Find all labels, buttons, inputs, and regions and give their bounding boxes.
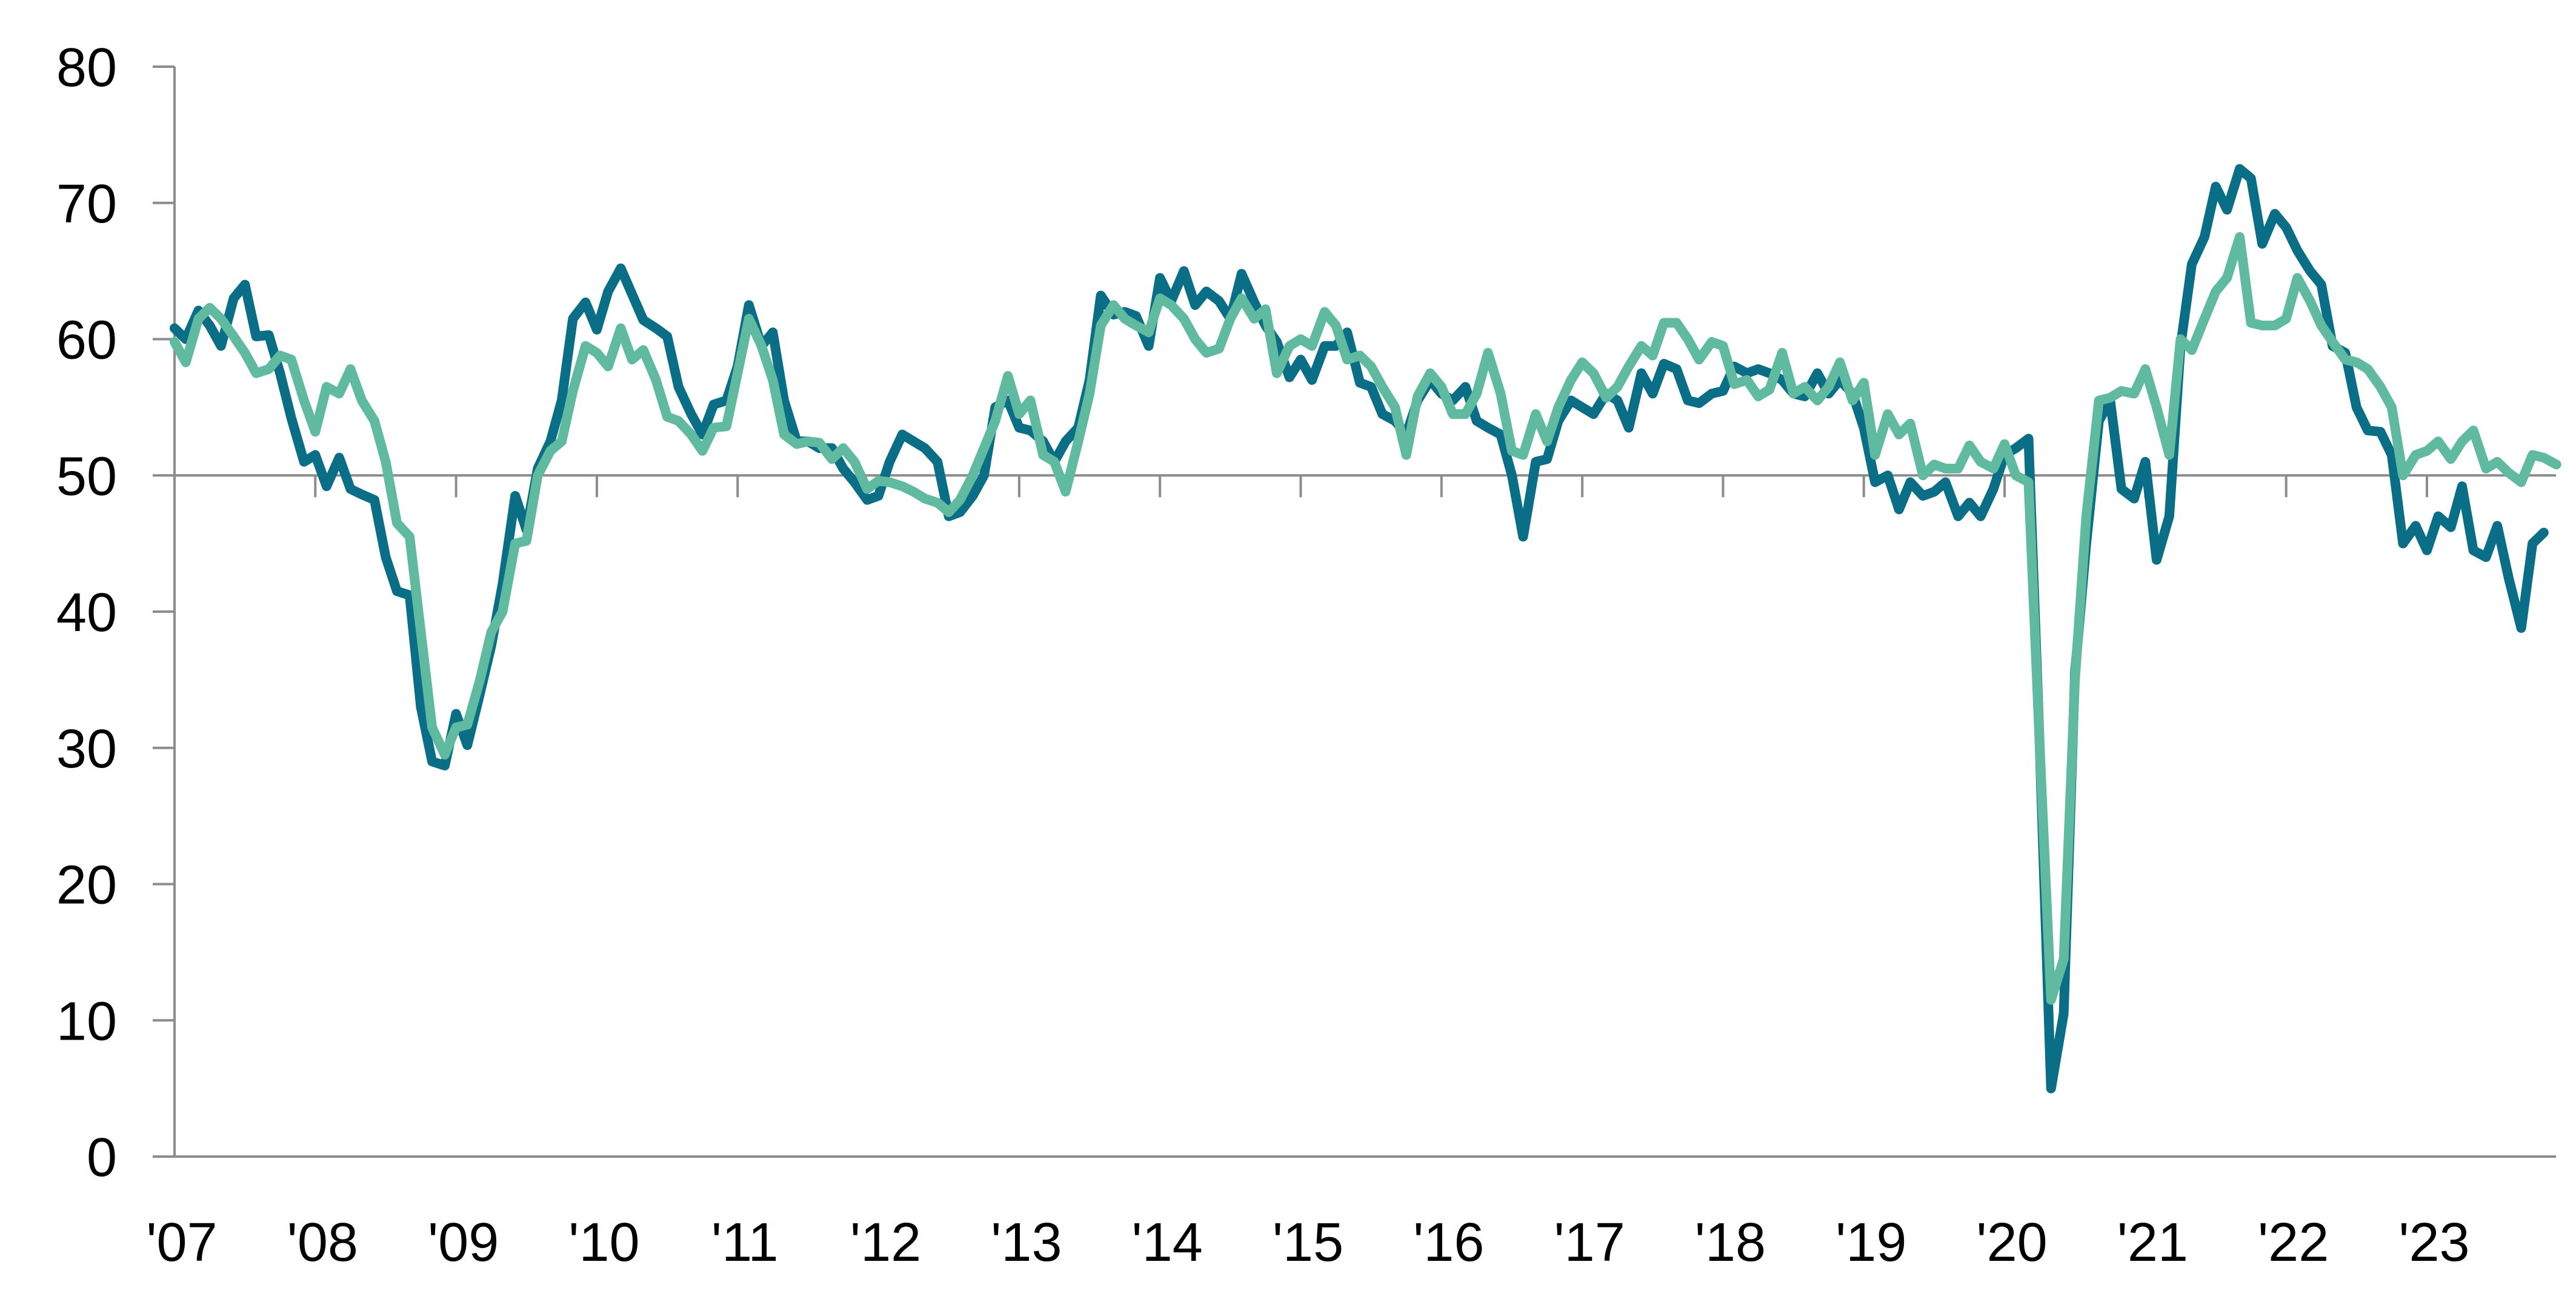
x-tick-label: '14	[1132, 1212, 1203, 1273]
x-tick-label: '10	[568, 1212, 639, 1273]
series-layer	[170, 164, 2561, 1094]
x-tick-label: '09	[428, 1212, 499, 1273]
series-line-2	[170, 232, 2561, 1005]
x-tick-label: '22	[2258, 1212, 2329, 1273]
series-line-1	[170, 164, 2549, 1094]
x-tick-label: '21	[2117, 1212, 2188, 1273]
x-tick-label: '13	[991, 1212, 1062, 1273]
y-axis: 0 10 20 30 40 50 60 70 80	[56, 38, 176, 1188]
y-tick-label: 10	[56, 991, 117, 1052]
x-tick-label: '12	[850, 1212, 921, 1273]
x-tick-label: '23	[2398, 1212, 2469, 1273]
x-tick-label: '08	[287, 1212, 358, 1273]
x-tick-label: '16	[1413, 1212, 1484, 1273]
y-tick-label: 20	[56, 855, 117, 916]
x-tick-label: '17	[1554, 1212, 1625, 1273]
y-tick-label: 70	[56, 174, 117, 235]
y-tick-label: 30	[56, 719, 117, 780]
y-tick-label: 40	[56, 583, 117, 643]
y-tick-label: 60	[56, 310, 117, 371]
x-tick-label: '20	[1976, 1212, 2047, 1273]
x-tick-label: '15	[1273, 1212, 1343, 1273]
y-tick-label: 50	[56, 446, 117, 507]
y-tick-label: 80	[56, 38, 117, 98]
y-tick-label: 0	[87, 1127, 117, 1188]
x-tick-label: '18	[1695, 1212, 1766, 1273]
x-tick-label: '07	[146, 1212, 217, 1273]
x-tick-label: '11	[711, 1212, 779, 1273]
x-tick-label: '19	[1835, 1212, 1906, 1273]
x-axis: '07 '08 '09 '10 '11 '12 '13 '14 '15 '16 '17 '18 '19 '…	[146, 474, 2556, 1273]
